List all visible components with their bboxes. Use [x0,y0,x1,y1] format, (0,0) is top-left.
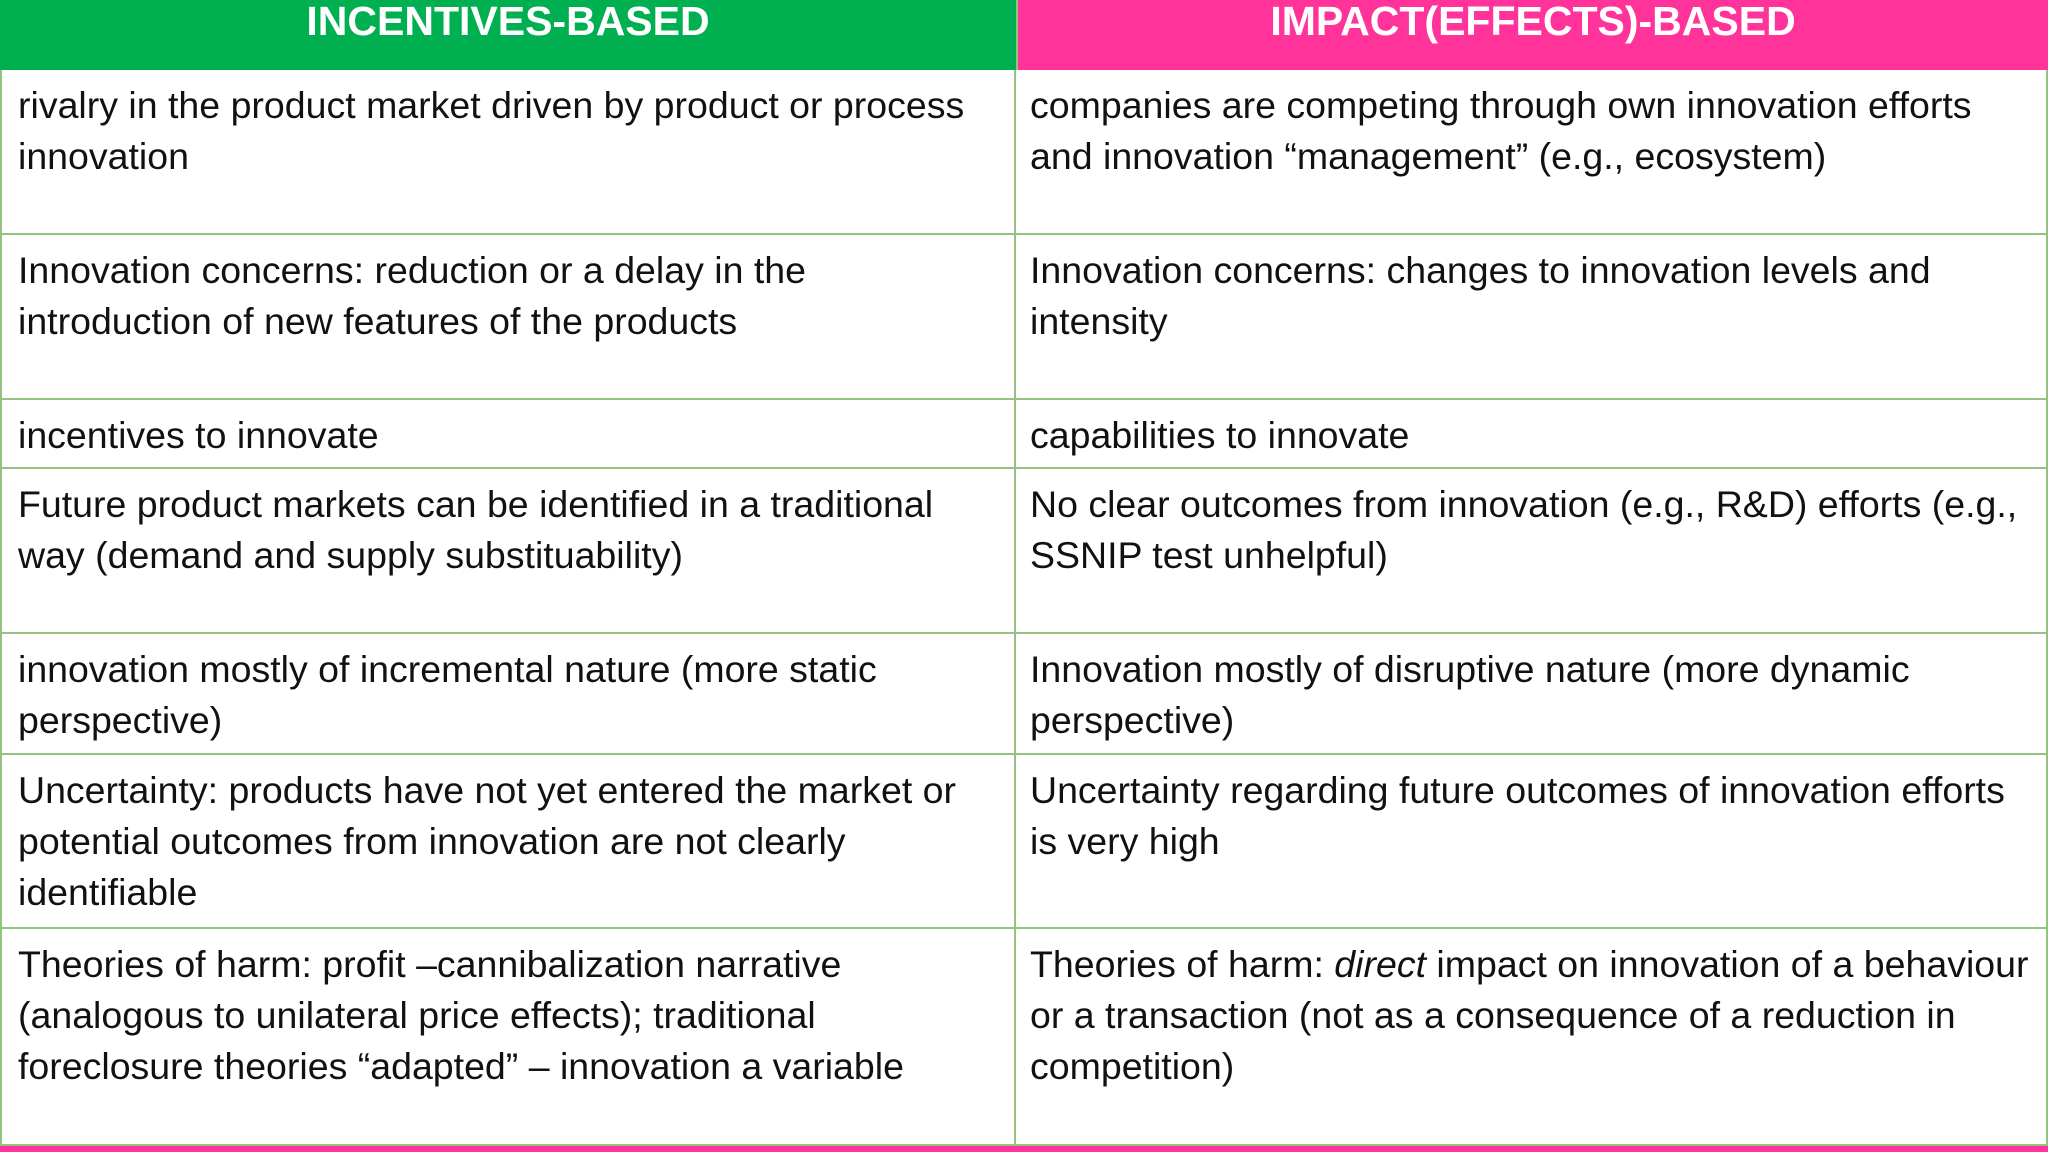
row-7-impact-text-prefix: Theories of harm: [1030,943,1335,985]
header-incentives-based: INCENTIVES-BASED [0,0,1016,70]
row-6-incentives-cell: Uncertainty: products have not yet enter… [0,755,1016,929]
row-1-impact-cell: companies are competing through own inno… [1016,70,2048,235]
row-4-incentives-cell: Future product markets can be identified… [0,469,1016,634]
row-3-incentives-cell: incentives to innovate [0,400,1016,469]
row-7-impact-text-suffix: impact on innovation of a behaviour or a… [1030,943,2029,1087]
header-impact-effects-based: IMPACT(EFFECTS)-BASED [1016,0,2048,70]
row-7-incentives-cell: Theories of harm: profit –cannibalizatio… [0,929,1016,1146]
row-6-impact-cell: Uncertainty regarding future outcomes of… [1016,755,2048,929]
row-5-incentives-cell: innovation mostly of incremental nature … [0,634,1016,755]
row-1-incentives-cell: rivalry in the product market driven by … [0,70,1016,235]
row-7-impact-emphasis: direct [1334,943,1426,985]
row-4-impact-cell: No clear outcomes from innovation (e.g.,… [1016,469,2048,634]
row-3-impact-cell: capabilities to innovate [1016,400,2048,469]
row-7-impact-cell: Theories of harm: direct impact on innov… [1016,929,2048,1146]
row-2-impact-cell: Innovation concerns: changes to innovati… [1016,235,2048,400]
row-5-impact-cell: Innovation mostly of disruptive nature (… [1016,634,2048,755]
row-2-incentives-cell: Innovation concerns: reduction or a dela… [0,235,1016,400]
bottom-accent-bar [0,1146,2048,1152]
